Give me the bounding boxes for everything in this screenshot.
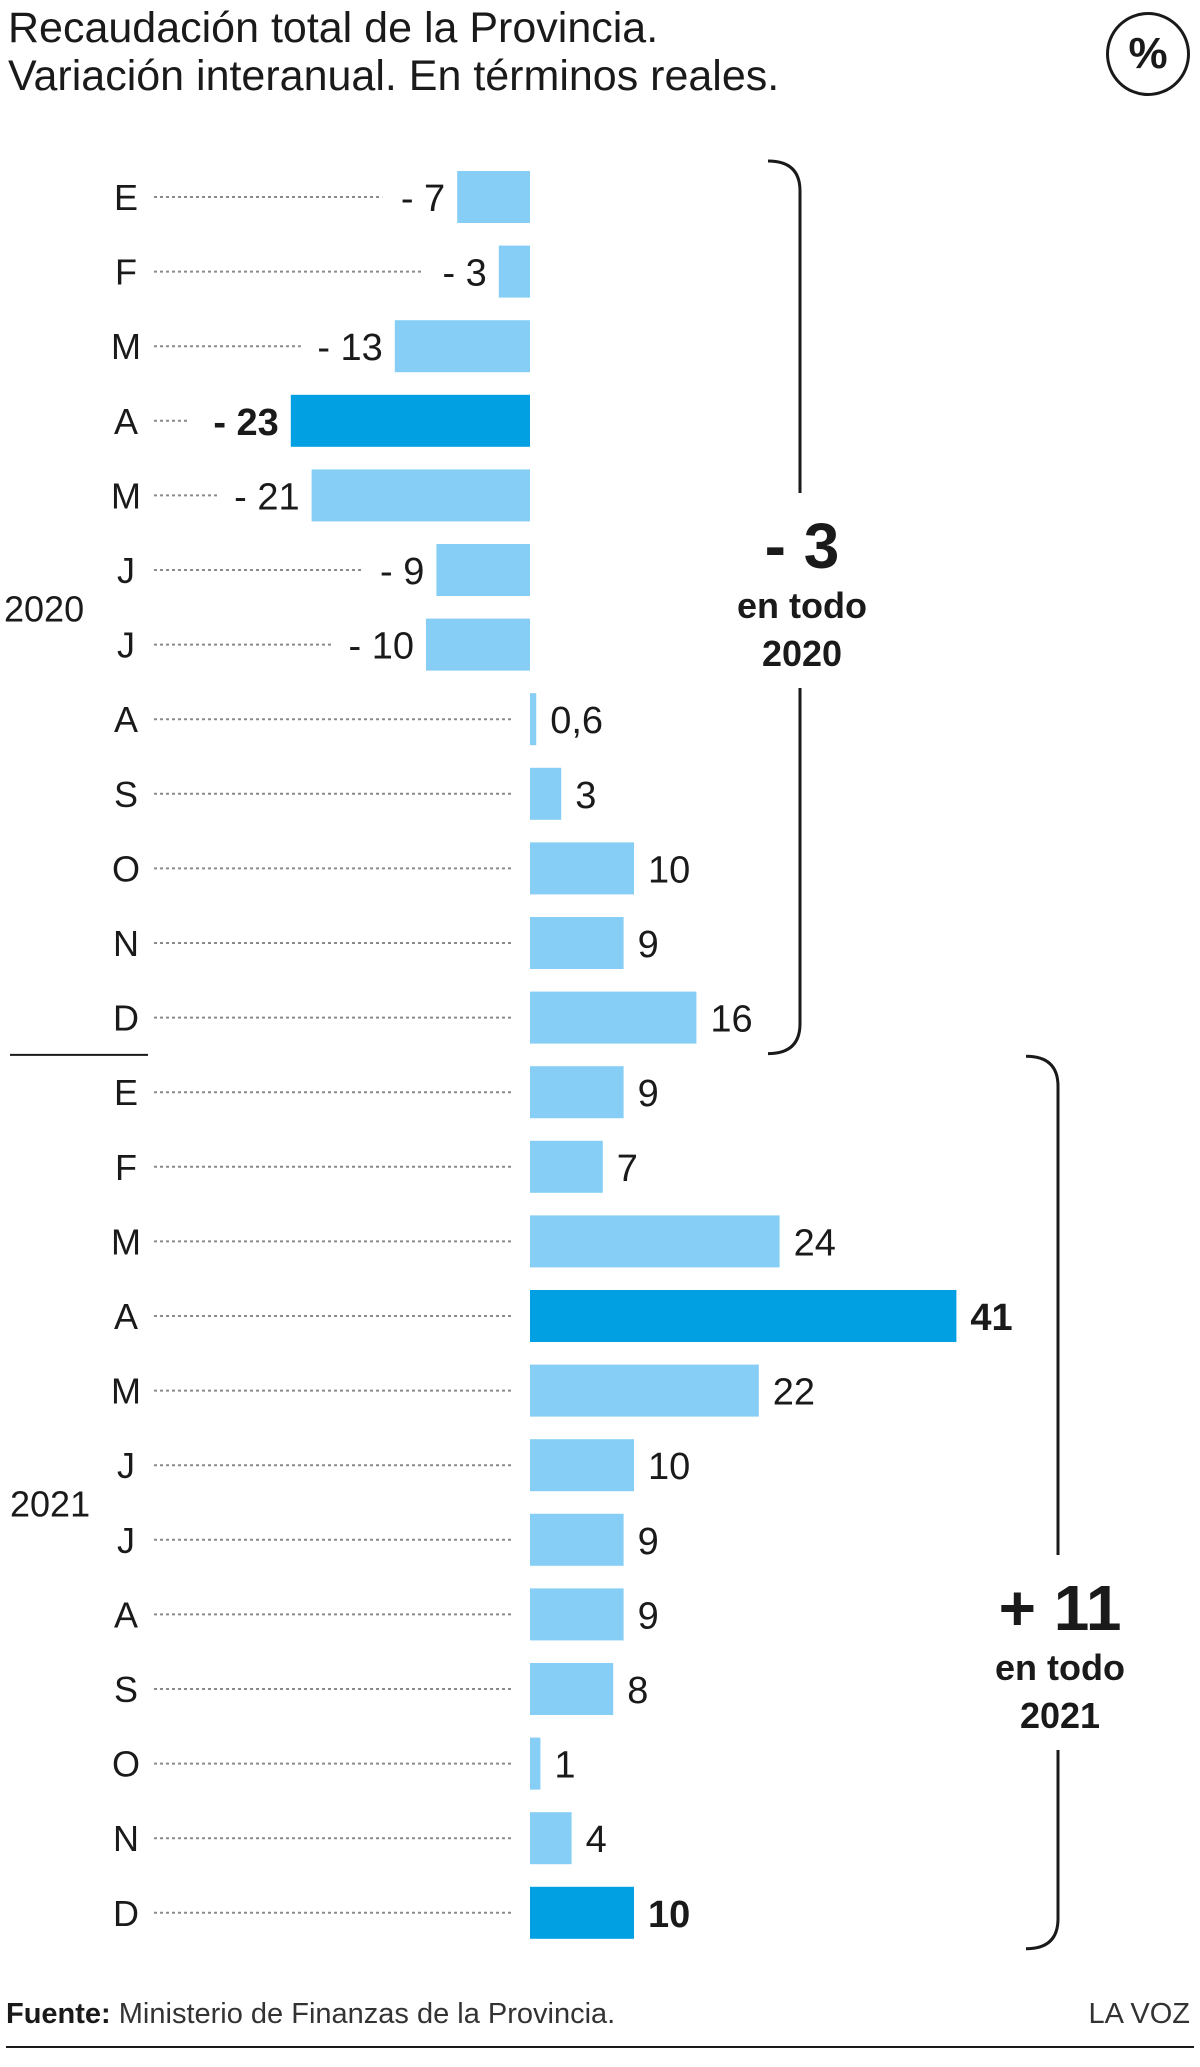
value-label-2020-7: 0,6 — [550, 700, 603, 742]
month-label-2021-0: E — [114, 1072, 138, 1113]
annual-label-line1-2021: en todo — [995, 1647, 1125, 1688]
month-label-2021-1: F — [115, 1147, 137, 1188]
month-label-2021-7: A — [114, 1594, 138, 1635]
month-label-2020-4: M — [111, 475, 141, 516]
value-label-2020-5: - 9 — [380, 551, 424, 593]
value-label-2020-3: - 23 — [213, 402, 278, 444]
chart-title-line-2: Variación interanual. En términos reales… — [8, 52, 780, 100]
bar-2020-11 — [530, 991, 697, 1044]
chart-title-line-1: Recaudación total de la Provincia. — [8, 4, 659, 52]
bar-2021-0 — [530, 1066, 624, 1119]
bar-2020-9 — [530, 842, 634, 895]
bar-2021-6 — [530, 1513, 624, 1566]
percent-unit-badge: % — [1106, 12, 1190, 96]
month-label-2020-5: J — [117, 550, 135, 591]
bar-2020-6 — [426, 618, 530, 671]
value-label-2021-1: 7 — [617, 1148, 638, 1190]
source-label: Fuente: — [6, 1998, 111, 2030]
month-label-2021-11: D — [113, 1893, 139, 1934]
month-label-2020-10: N — [113, 923, 139, 964]
bar-2021-7 — [530, 1588, 624, 1641]
brace-top-2020 — [767, 159, 802, 493]
year-label-2021: 2021 — [10, 1484, 90, 1525]
footer-divider — [6, 2046, 1194, 2048]
value-label-2021-8: 8 — [627, 1670, 648, 1712]
month-label-2021-2: M — [111, 1221, 141, 1262]
bar-2021-8 — [530, 1663, 614, 1715]
bar-2021-2 — [530, 1215, 780, 1268]
bar-2020-8 — [530, 767, 562, 820]
monthly-variation-bar-chart: E - 7 F - 3 M - 13 A - 23 M - 21 J - 9 J - 10 A 0,6 S 3 O 1… — [4, 159, 1125, 1951]
bar-2021-4 — [530, 1364, 759, 1417]
month-label-2020-7: A — [114, 699, 138, 740]
value-label-2020-0: - 7 — [401, 178, 445, 220]
value-label-2021-11: 10 — [648, 1894, 690, 1936]
bar-2020-2 — [394, 320, 530, 373]
bar-2021-11 — [530, 1886, 634, 1939]
bar-2020-4 — [311, 469, 530, 522]
month-label-2021-10: N — [113, 1818, 139, 1859]
month-label-2021-3: A — [114, 1296, 138, 1337]
month-label-2020-3: A — [114, 401, 138, 442]
value-label-2020-6: - 10 — [349, 626, 414, 668]
month-label-2020-1: F — [115, 252, 137, 293]
bar-2020-7 — [530, 693, 537, 746]
percent-unit-label: % — [1128, 29, 1168, 78]
month-label-2020-6: J — [117, 625, 135, 666]
year-label-2020: 2020 — [4, 588, 84, 629]
month-label-2020-11: D — [113, 998, 139, 1039]
month-label-2021-9: O — [112, 1744, 140, 1785]
value-label-2020-9: 10 — [648, 849, 690, 891]
source-note: Fuente: Ministerio de Finanzas de la Pro… — [6, 1998, 615, 2031]
bar-2020-10 — [530, 917, 624, 969]
value-label-2021-0: 9 — [638, 1073, 659, 1115]
bar-2021-10 — [530, 1812, 572, 1865]
value-label-2021-10: 4 — [586, 1819, 607, 1861]
month-label-2020-0: E — [114, 177, 138, 218]
bar-2021-9 — [530, 1737, 541, 1790]
bar-2021-1 — [530, 1140, 603, 1193]
month-label-2021-6: J — [117, 1520, 135, 1561]
value-label-2021-5: 10 — [648, 1446, 690, 1488]
source-text: Ministerio de Finanzas de la Provincia. — [110, 1998, 616, 2030]
month-label-2020-8: S — [114, 774, 138, 815]
annual-label-line1-2020: en todo — [737, 585, 867, 626]
month-label-2021-8: S — [114, 1669, 138, 1710]
bar-2020-1 — [498, 245, 530, 298]
value-label-2021-4: 22 — [773, 1372, 815, 1414]
value-label-2020-11: 16 — [710, 999, 752, 1041]
bar-2020-3 — [290, 394, 530, 447]
value-label-2021-3: 41 — [970, 1297, 1012, 1339]
brace-bottom-2021 — [1025, 1750, 1060, 1951]
annual-label-line2-2020: 2020 — [762, 633, 842, 674]
brace-bottom-2020 — [767, 688, 802, 1056]
brace-top-2021 — [1025, 1054, 1060, 1555]
bar-2020-5 — [436, 544, 530, 596]
bar-2021-5 — [530, 1439, 634, 1492]
brand-label: LA VOZ — [1088, 1998, 1190, 2030]
value-label-2020-2: - 13 — [317, 327, 382, 369]
month-label-2020-9: O — [112, 848, 140, 889]
chart-title: Recaudación total de la Provincia. Varia… — [8, 4, 1048, 100]
annual-total-2021: + 11 — [999, 1572, 1122, 1644]
value-label-2021-9: 1 — [554, 1745, 575, 1787]
bar-2020-0 — [457, 171, 530, 223]
annual-label-line2-2021: 2021 — [1020, 1695, 1100, 1736]
bar-2021-3 — [530, 1290, 957, 1342]
annual-total-2020: - 3 — [765, 510, 840, 582]
value-label-2021-7: 9 — [638, 1595, 659, 1637]
value-label-2020-8: 3 — [575, 775, 596, 817]
value-label-2020-10: 9 — [638, 924, 659, 966]
value-label-2020-4: - 21 — [234, 476, 299, 518]
value-label-2020-1: - 3 — [442, 253, 486, 295]
month-label-2021-4: M — [111, 1371, 141, 1412]
value-label-2021-2: 24 — [794, 1222, 836, 1264]
value-label-2021-6: 9 — [638, 1521, 659, 1563]
month-label-2021-5: J — [117, 1445, 135, 1486]
month-label-2020-2: M — [111, 326, 141, 367]
